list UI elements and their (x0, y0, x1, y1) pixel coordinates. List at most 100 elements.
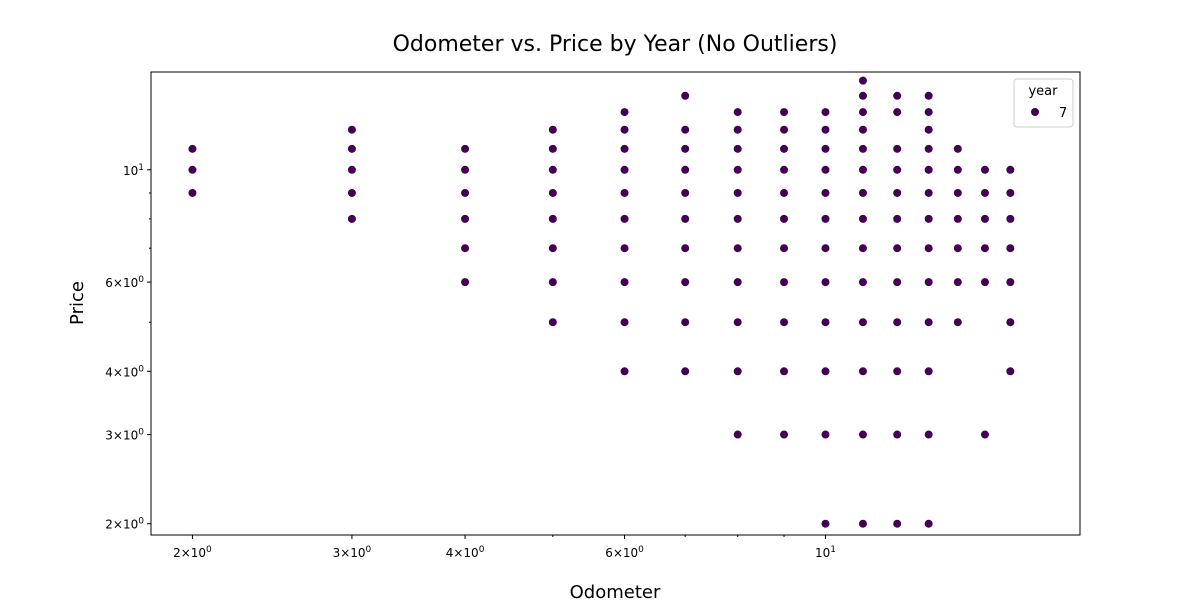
data-point (893, 108, 902, 117)
data-point (858, 519, 867, 528)
chart-title: Odometer vs. Price by Year (No Outliers) (393, 32, 838, 57)
legend-marker (1031, 108, 1039, 116)
legend-box (1013, 78, 1074, 128)
data-point (1006, 244, 1015, 253)
data-point (893, 430, 902, 439)
data-point (548, 125, 557, 134)
data-point (980, 430, 989, 439)
data-point (780, 278, 789, 287)
tick-label: 2×100 (105, 517, 144, 532)
data-point (821, 108, 830, 117)
data-point (980, 214, 989, 223)
data-point (858, 125, 867, 134)
data-point (858, 214, 867, 223)
data-point (858, 91, 867, 100)
data-point (924, 91, 933, 100)
data-point (980, 278, 989, 287)
tick-label: 3×100 (105, 428, 144, 443)
data-point (461, 144, 470, 153)
data-point (858, 367, 867, 376)
data-point (821, 125, 830, 134)
data-point (733, 144, 742, 153)
data-point (924, 214, 933, 223)
data-point (620, 165, 629, 174)
data-point (188, 188, 197, 197)
data-point (347, 125, 356, 134)
data-point (681, 125, 690, 134)
tick-label: 6×100 (605, 545, 644, 560)
data-point (821, 367, 830, 376)
data-point (733, 244, 742, 253)
data-point (858, 108, 867, 117)
data-point (1006, 318, 1015, 327)
data-point (347, 214, 356, 223)
data-point (780, 318, 789, 327)
data-point (548, 188, 557, 197)
data-point (620, 214, 629, 223)
tick-label: 101 (123, 163, 144, 178)
data-point (733, 318, 742, 327)
data-point (893, 188, 902, 197)
plot-area (150, 71, 1081, 536)
data-point (347, 165, 356, 174)
data-point (953, 214, 962, 223)
data-point (681, 278, 690, 287)
data-point (953, 318, 962, 327)
data-point (461, 165, 470, 174)
data-point (924, 108, 933, 117)
data-point (924, 278, 933, 287)
data-point (821, 278, 830, 287)
data-point (1006, 165, 1015, 174)
data-point (681, 318, 690, 327)
data-point (821, 188, 830, 197)
data-point (953, 144, 962, 153)
data-point (953, 244, 962, 253)
data-point (980, 244, 989, 253)
data-point (681, 244, 690, 253)
data-point (1006, 214, 1015, 223)
data-point (893, 519, 902, 528)
data-point (780, 244, 789, 253)
data-point (893, 367, 902, 376)
data-point (548, 278, 557, 287)
data-point (548, 318, 557, 327)
data-point (893, 165, 902, 174)
data-point (733, 278, 742, 287)
data-point (924, 144, 933, 153)
data-point (821, 144, 830, 153)
data-point (733, 188, 742, 197)
data-point (953, 188, 962, 197)
data-point (893, 91, 902, 100)
data-point (733, 108, 742, 117)
data-point (780, 214, 789, 223)
data-point (188, 144, 197, 153)
data-point (780, 430, 789, 439)
data-point (924, 244, 933, 253)
data-point (620, 244, 629, 253)
tick-label: 101 (815, 545, 836, 560)
data-point (548, 244, 557, 253)
data-point (924, 125, 933, 134)
tick-label: 6×100 (105, 275, 144, 290)
data-point (858, 244, 867, 253)
data-point (893, 214, 902, 223)
data-point (347, 188, 356, 197)
data-point (924, 430, 933, 439)
data-point (548, 214, 557, 223)
data-point (733, 430, 742, 439)
x-axis-label: Odometer (570, 582, 661, 600)
x-axis-ticks: 2×100 3×100 4×100 6×100 101 (173, 535, 836, 560)
data-point (858, 76, 867, 85)
data-point (780, 367, 789, 376)
data-point (548, 165, 557, 174)
data-point (858, 165, 867, 174)
data-point (681, 188, 690, 197)
data-point (1006, 188, 1015, 197)
data-point (980, 188, 989, 197)
data-point (953, 165, 962, 174)
data-point (461, 244, 470, 253)
tick-label: 2×100 (173, 545, 212, 560)
data-point (821, 244, 830, 253)
data-point (188, 165, 197, 174)
